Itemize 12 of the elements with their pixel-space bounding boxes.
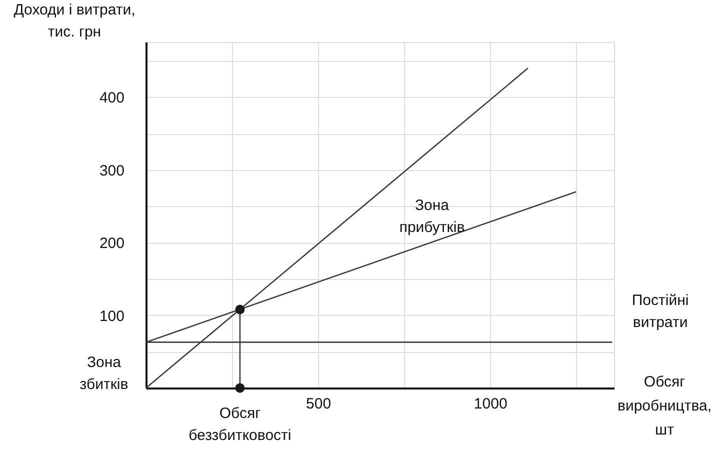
- series-label: Постійні витрати: [632, 292, 689, 332]
- y-tick-label: 400: [99, 90, 124, 107]
- annotation: Зона прибутків: [399, 197, 465, 236]
- x-tick-label: 1000: [474, 396, 508, 412]
- annotation: Обсяг беззбитковості: [188, 405, 292, 444]
- x-axis-title: Обсяг виробництва, шт: [617, 374, 712, 438]
- y-axis-title: Доходи і витрати, тис. грн: [14, 2, 136, 40]
- y-tick-label: 200: [99, 235, 124, 252]
- text: Зона збитків: [80, 354, 128, 393]
- x-tick-label: 500: [306, 396, 332, 412]
- y-tick-label: 300: [99, 162, 124, 180]
- y-tick-label: 100: [99, 308, 124, 325]
